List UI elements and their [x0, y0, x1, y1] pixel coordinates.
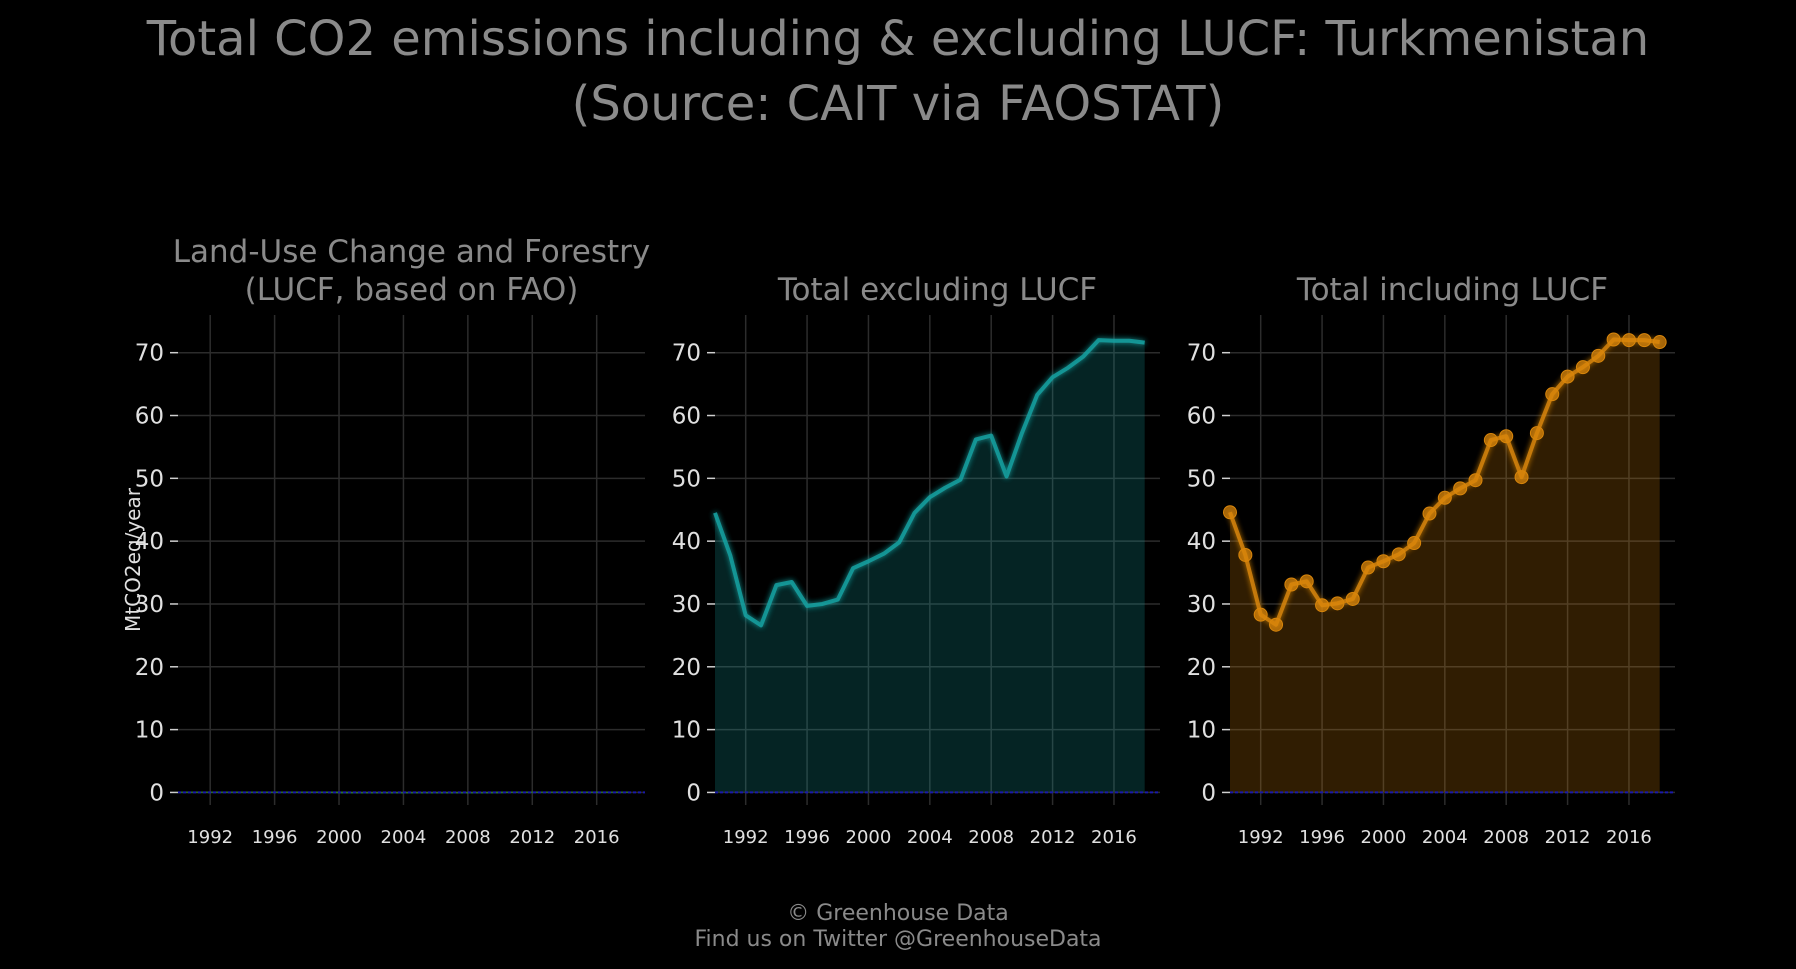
series-point [1315, 598, 1330, 613]
x-tick-label: 2004 [1422, 827, 1468, 848]
footer-twitter: Find us on Twitter @GreenhouseData [694, 927, 1102, 952]
x-tick-label: 2008 [1483, 827, 1529, 848]
y-tick-label: 30 [135, 592, 164, 618]
y-tick-label: 20 [135, 655, 164, 681]
series-point [1391, 547, 1406, 562]
y-tick-label: 30 [1187, 592, 1216, 618]
panel-title: (LUCF, based on FAO) [245, 272, 579, 308]
y-tick-label: 20 [1187, 655, 1216, 681]
y-tick-label: 0 [1201, 780, 1216, 806]
y-tick-label: 40 [135, 529, 164, 555]
x-tick-label: 2012 [509, 827, 555, 848]
series-point [1591, 348, 1606, 363]
series-point [1284, 577, 1299, 592]
y-tick-label: 50 [135, 466, 164, 492]
y-tick-label: 0 [149, 780, 164, 806]
series-point [1483, 433, 1498, 448]
y-tick-label: 30 [672, 592, 701, 618]
panel-incl: 0 10 20 30 40 50 60 70 1992 1996 2000 2004 2008 2012 2… [1187, 272, 1675, 848]
panel-lucf: 0 10 20 30 40 50 60 70 1992 1996 2000 2004 2008 2012 2… [121, 234, 650, 848]
y-tick-label: 10 [135, 718, 164, 744]
x-tick-label: 2016 [574, 827, 620, 848]
series-point [1529, 426, 1544, 441]
series-point [1468, 473, 1483, 488]
x-tick-label: 1996 [252, 827, 298, 848]
x-tick-label: 1992 [187, 827, 233, 848]
series-point [1345, 591, 1360, 606]
panel-title: Total excluding LUCF [777, 272, 1097, 308]
series-line [713, 338, 1145, 628]
series-point [1361, 560, 1376, 575]
series-point [1407, 536, 1422, 551]
series-point [1560, 369, 1575, 384]
series-point [1575, 360, 1590, 375]
y-tick-label: 70 [672, 341, 701, 367]
series-point [1330, 596, 1345, 611]
y-tick-label: 60 [135, 404, 164, 430]
y-tick-label: 60 [1187, 404, 1216, 430]
series-point [1621, 333, 1636, 348]
footer-credit: © Greenhouse Data [787, 901, 1009, 926]
x-tick-label: 2000 [316, 827, 362, 848]
series-point [1637, 333, 1652, 348]
series-point [1269, 617, 1284, 632]
x-tick-label: 2012 [1030, 827, 1076, 848]
series-point [1437, 490, 1452, 505]
series-point [1545, 387, 1560, 402]
chart-title-line-1: Total CO2 emissions including & excludin… [146, 11, 1650, 67]
y-tick-label: 0 [686, 780, 701, 806]
x-tick-label: 2008 [445, 827, 491, 848]
series-point [1652, 335, 1667, 350]
x-tick-label: 1992 [723, 827, 769, 848]
y-tick-label: 50 [672, 466, 701, 492]
y-tick-label: 60 [672, 404, 701, 430]
series-point [1453, 481, 1468, 496]
x-tick-label: 2004 [381, 827, 427, 848]
panel-title: Land-Use Change and Forestry [173, 234, 651, 270]
series-area [715, 340, 1145, 793]
y-tick-label: 70 [135, 341, 164, 367]
x-tick-label: 2000 [1361, 827, 1407, 848]
y-tick-label: 40 [1187, 529, 1216, 555]
panel-title: Total including LUCF [1296, 272, 1608, 308]
y-tick-label: 40 [672, 529, 701, 555]
chart-title-line-2: (Source: CAIT via FAOSTAT) [571, 76, 1225, 132]
series-point [1376, 554, 1391, 569]
x-tick-label: 2016 [1606, 827, 1652, 848]
series-area [1230, 339, 1660, 793]
x-tick-label: 2004 [907, 827, 953, 848]
y-tick-label: 20 [672, 655, 701, 681]
x-tick-label: 1996 [1299, 827, 1345, 848]
y-axis-label: MtCO2eq/year [121, 487, 145, 632]
series-point [1422, 506, 1437, 521]
panel-excl: 0 10 20 30 40 50 60 70 1992 1996 2000 2004 2008 2012 2… [672, 272, 1160, 848]
x-tick-label: 2008 [968, 827, 1014, 848]
x-tick-label: 1992 [1238, 827, 1284, 848]
series-point [1514, 470, 1529, 485]
series-point [1238, 547, 1253, 562]
x-tick-label: 2012 [1545, 827, 1591, 848]
series-point [1253, 607, 1268, 622]
series-point [1499, 429, 1514, 444]
x-tick-label: 2000 [846, 827, 892, 848]
y-tick-label: 10 [1187, 718, 1216, 744]
y-tick-label: 50 [1187, 466, 1216, 492]
series-point [1606, 332, 1621, 347]
x-tick-label: 1996 [784, 827, 830, 848]
series-point [1299, 574, 1314, 589]
y-tick-label: 70 [1187, 341, 1216, 367]
series-point [1223, 505, 1237, 520]
x-tick-label: 2016 [1091, 827, 1137, 848]
y-tick-label: 10 [672, 718, 701, 744]
